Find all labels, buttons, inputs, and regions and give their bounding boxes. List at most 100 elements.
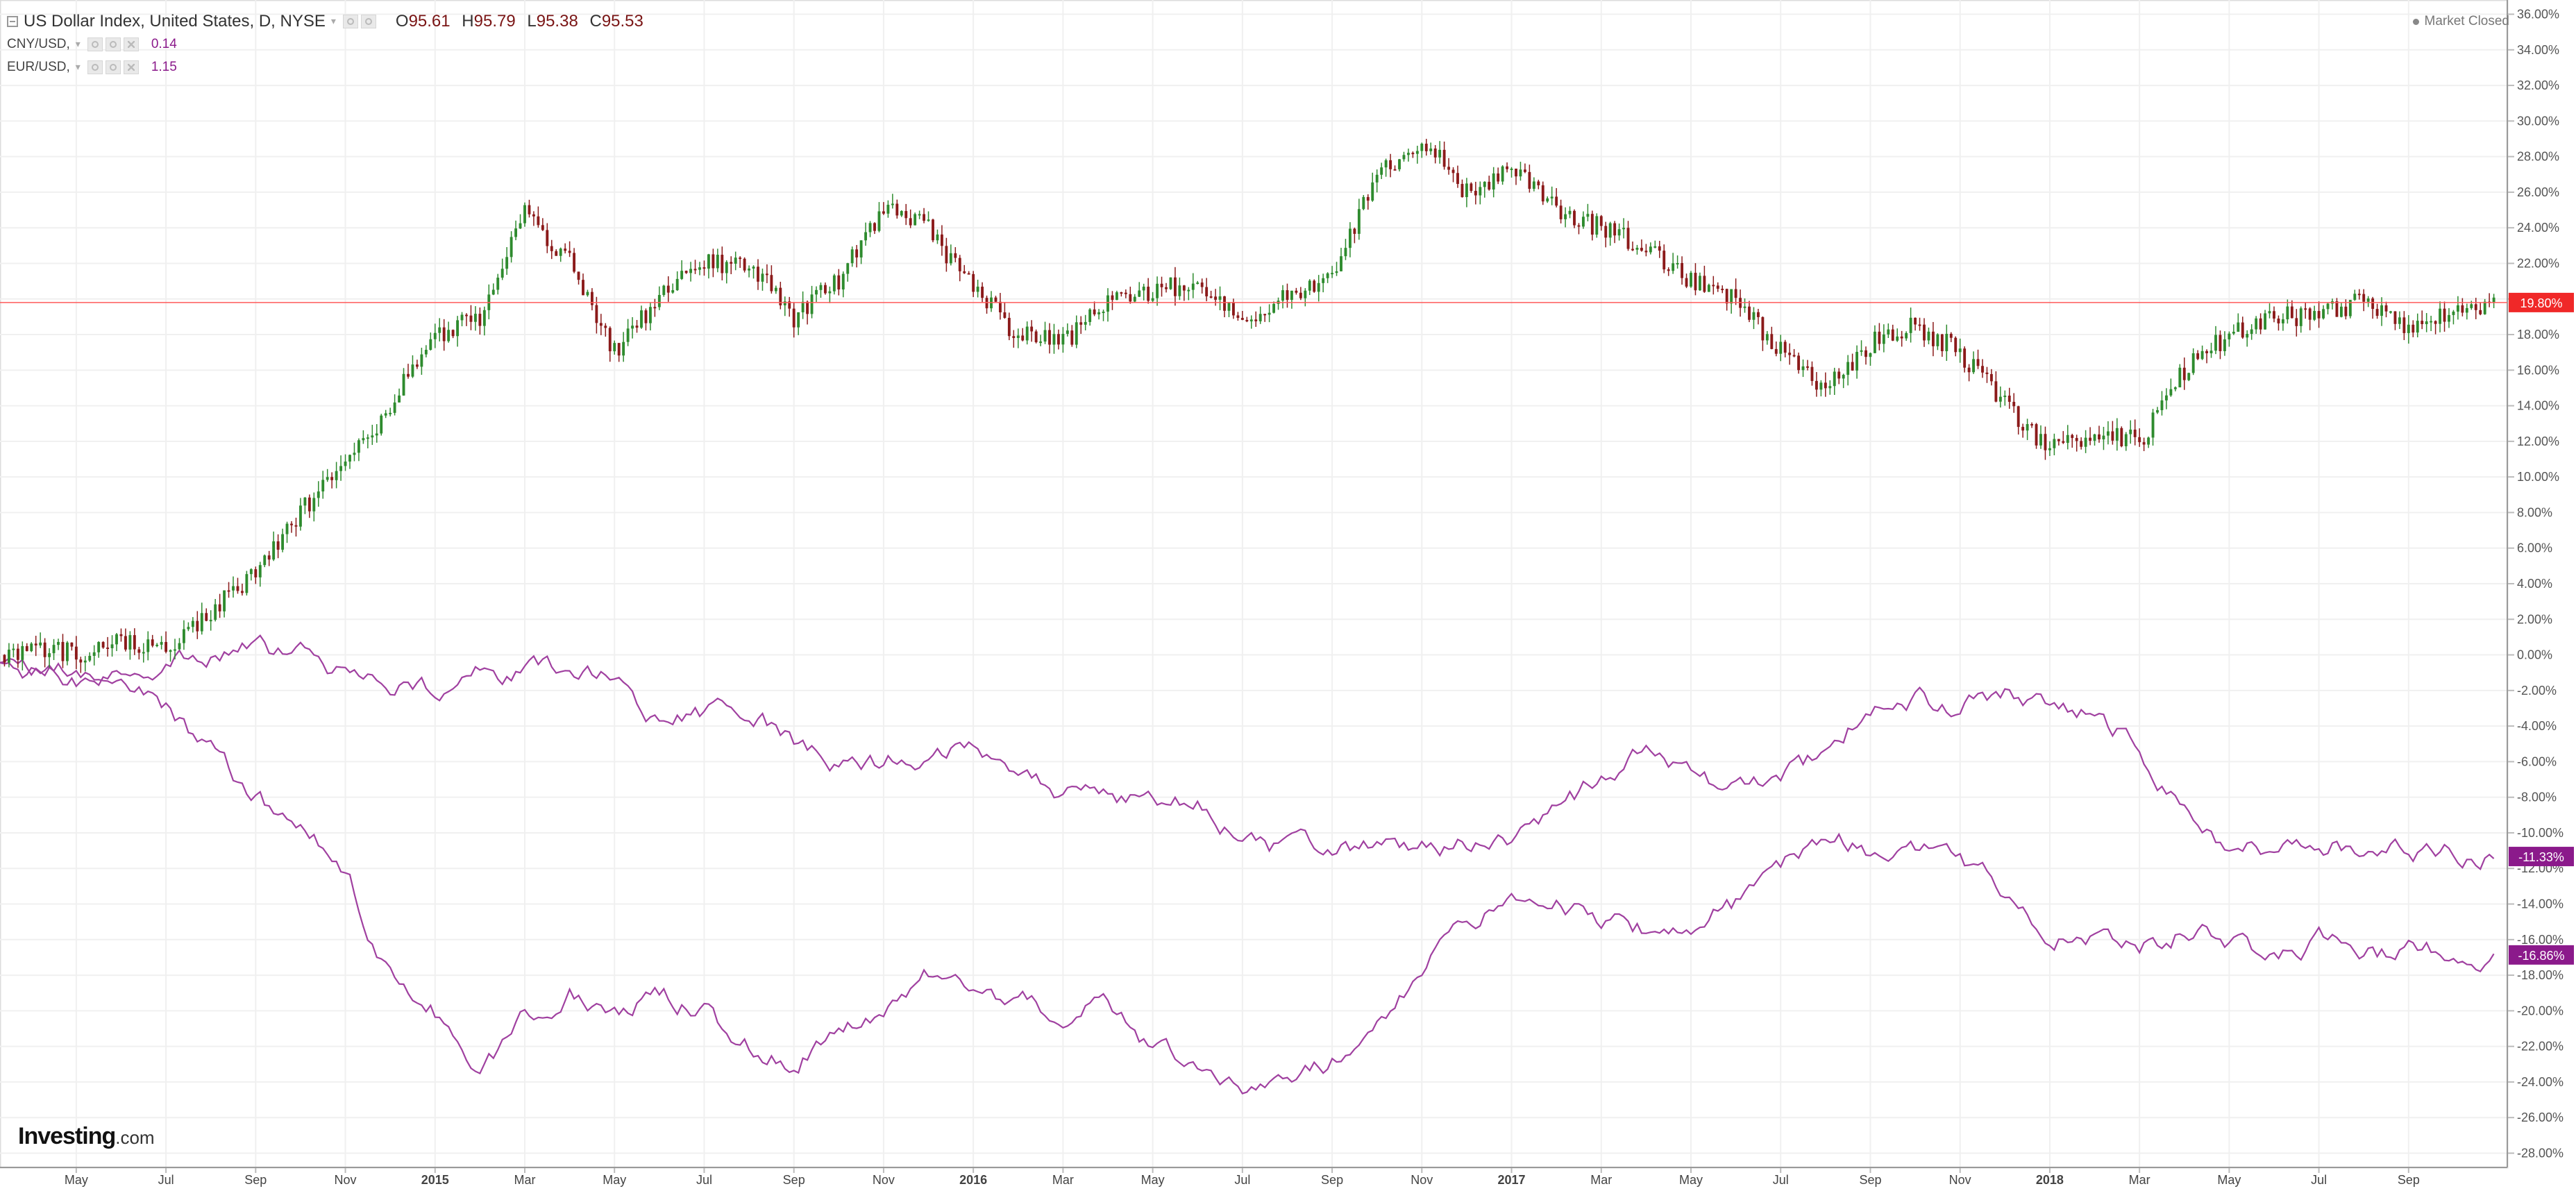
legend-compare-row-cny[interactable]: CNY/USD, ▾ 0.14 — [7, 33, 643, 56]
candle-body — [1460, 184, 1464, 197]
chevron-down-icon[interactable]: ▾ — [75, 38, 81, 49]
candle-body — [214, 604, 217, 620]
hide-icon[interactable] — [105, 60, 121, 74]
series-line-cny-usd — [0, 634, 2495, 870]
candle-body — [998, 301, 1002, 313]
candle-body — [2483, 301, 2486, 314]
candle-body — [52, 645, 56, 654]
x-tick-label: Mar — [2129, 1173, 2150, 1187]
y-tick-label: 10.00% — [2517, 470, 2559, 484]
candle-body — [1156, 283, 1159, 298]
hide-icon[interactable] — [105, 37, 121, 51]
candle-body — [1819, 382, 1823, 390]
candle-body — [1021, 335, 1025, 341]
candle-body — [39, 642, 42, 645]
ohlc-key-high: H — [462, 11, 474, 31]
candle-body — [2317, 311, 2321, 319]
candle-body — [779, 287, 782, 305]
candle-body — [411, 364, 414, 377]
candle-body — [1196, 282, 1199, 285]
settings-icon[interactable] — [87, 37, 103, 51]
candle-body — [263, 555, 267, 566]
candle-body — [675, 278, 679, 291]
last-value-badge — [2509, 292, 2574, 312]
candle-body — [335, 471, 338, 480]
candle-body — [2264, 313, 2267, 330]
candle-body — [2357, 294, 2361, 296]
candle-body — [1748, 306, 1751, 320]
candle-body — [232, 586, 235, 591]
candle-body — [1384, 160, 1388, 168]
candle-body — [886, 205, 890, 214]
legend-compare-row-eur[interactable]: EUR/USD, ▾ 1.15 — [7, 56, 643, 78]
y-tick-label: 18.00% — [2517, 328, 2559, 341]
legend-main-row[interactable]: US Dollar Index, United States, D, NYSE … — [7, 10, 643, 33]
candle-body — [1676, 263, 1679, 265]
candle-body — [918, 214, 921, 216]
candle-body — [43, 642, 47, 657]
candle-body — [1240, 318, 1244, 320]
candle-body — [1106, 295, 1109, 312]
y-tick-label: 14.00% — [2517, 399, 2559, 413]
remove-icon[interactable] — [123, 37, 139, 51]
candle-body — [2012, 401, 2016, 407]
candle-body — [1604, 226, 1608, 238]
candle-body — [967, 273, 970, 275]
candle-body — [640, 310, 643, 328]
compare-label-eur: EUR/USD, — [7, 59, 70, 74]
candle-body — [218, 604, 221, 611]
chevron-down-icon[interactable]: ▾ — [75, 61, 81, 72]
candle-body — [1842, 375, 1845, 379]
ohlc-val-high: 95.79 — [473, 11, 516, 31]
candle-body — [1178, 285, 1181, 296]
hide-icon[interactable] — [360, 14, 376, 28]
candle-body — [119, 634, 123, 636]
x-tick-label: Sep — [783, 1173, 805, 1187]
settings-icon[interactable] — [342, 14, 358, 28]
candle-body — [267, 555, 271, 560]
candle-body — [1138, 290, 1141, 297]
candle-body — [2111, 431, 2114, 441]
x-tick-label: May — [1141, 1173, 1165, 1187]
candle-body — [1205, 287, 1209, 296]
candle-body — [1622, 228, 1626, 230]
candle-body — [456, 320, 460, 337]
candle-body — [1411, 153, 1415, 155]
candle-body — [182, 629, 185, 643]
candle-body — [877, 211, 881, 231]
candle-body — [254, 569, 258, 577]
remove-icon[interactable] — [123, 60, 139, 74]
chevron-down-icon[interactable]: ▾ — [330, 15, 336, 26]
candle-body — [21, 645, 24, 660]
candle-body — [1568, 210, 1572, 214]
y-tick-label: -4.00% — [2517, 719, 2557, 733]
settings-icon[interactable] — [87, 60, 103, 74]
candle-body — [963, 271, 966, 273]
candle-body — [1479, 187, 1482, 196]
candle-body — [1824, 382, 1827, 389]
collapse-icon[interactable] — [7, 15, 18, 27]
candle-body — [1007, 317, 1011, 337]
candle-body — [1393, 169, 1397, 171]
candle-body — [505, 257, 509, 269]
candle-body — [1936, 334, 1939, 346]
logo-suffix: .com — [115, 1127, 155, 1148]
candle-body — [689, 269, 693, 273]
x-tick-label: May — [1679, 1173, 1703, 1187]
status-dot-icon — [2412, 18, 2419, 25]
candle-body — [1200, 282, 1204, 287]
candle-body — [752, 267, 755, 269]
x-tick-label: 2016 — [959, 1173, 987, 1187]
y-tick-label: 28.00% — [2517, 150, 2559, 164]
candle-body — [2156, 409, 2159, 413]
candle-body — [1761, 316, 1765, 341]
candle-body — [1353, 228, 1356, 234]
ohlc-key-low: L — [527, 11, 537, 31]
candle-body — [2452, 311, 2455, 315]
candle-body — [1564, 214, 1567, 219]
candle-body — [155, 644, 159, 646]
candle-body — [1420, 144, 1424, 151]
candle-body — [326, 477, 329, 480]
candle-body — [1299, 292, 1302, 298]
